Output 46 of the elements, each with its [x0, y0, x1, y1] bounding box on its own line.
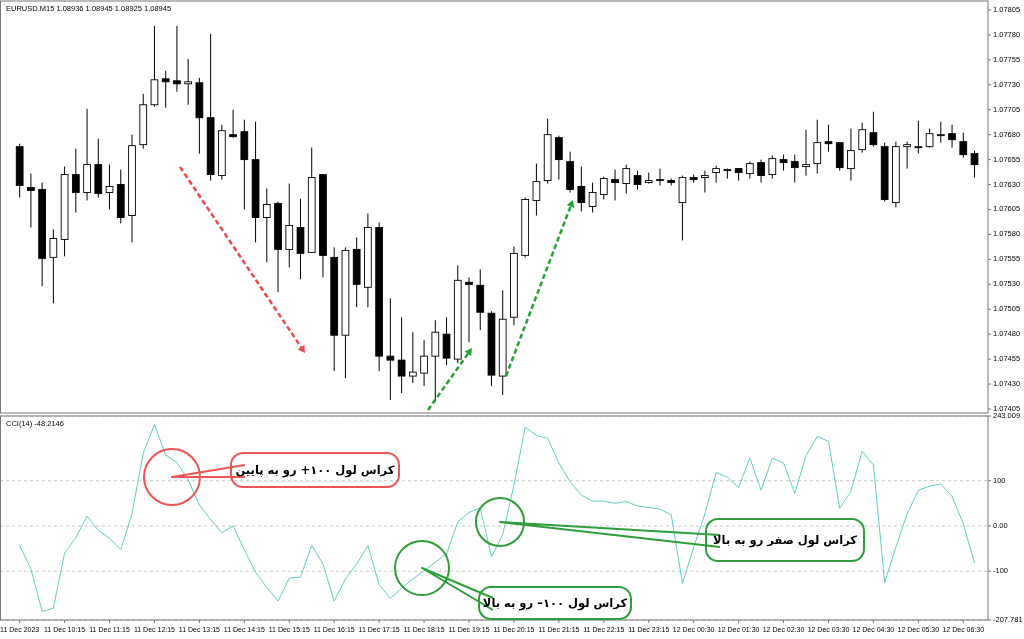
candlestick: [948, 124, 956, 149]
candlestick: [768, 155, 777, 180]
candlestick: [532, 163, 541, 216]
candlestick: [386, 297, 395, 401]
candlestick: [262, 188, 271, 263]
candlestick: [161, 70, 170, 109]
candlestick: [936, 121, 945, 144]
candlestick: [925, 128, 934, 149]
candlestick: [173, 25, 181, 93]
candlestick: [611, 169, 619, 202]
annotation: کراس لول ۱۰۰+ رو به پایین: [235, 462, 395, 478]
candlestick: [959, 132, 968, 159]
candlestick: [599, 176, 608, 201]
candlestick: [555, 135, 563, 181]
candlestick: [790, 154, 799, 184]
candlestick: [397, 316, 406, 394]
candlestick: [588, 182, 597, 213]
annotation: کراس لول ۱۰۰– رو به بالا: [482, 595, 628, 611]
candlestick: [757, 159, 765, 184]
annotation: کراس لول صفر رو به بالا: [713, 532, 858, 548]
candlestick: [712, 165, 720, 184]
candlestick: [420, 339, 428, 387]
candlestick: [701, 170, 709, 194]
candlestick: [903, 141, 911, 170]
candlestick: [442, 316, 451, 366]
candlestick: [184, 58, 193, 106]
candlestick: [858, 122, 867, 154]
candlestick: [229, 109, 237, 139]
candlestick: [802, 129, 810, 177]
candlestick: [869, 111, 878, 148]
candlestick: [824, 124, 833, 153]
candlestick: [49, 228, 58, 304]
candlestick: [27, 173, 35, 228]
candlestick: [847, 128, 855, 182]
candlestick: [656, 168, 664, 187]
candlestick: [633, 170, 642, 191]
candlestick: [465, 276, 473, 343]
candlestick: [408, 331, 417, 384]
candlestick: [970, 150, 979, 179]
candlestick: [622, 164, 631, 195]
candlestick: [813, 119, 822, 175]
candlestick: [105, 164, 114, 210]
candlestick: [577, 166, 586, 212]
candlestick: [71, 148, 80, 213]
candlestick: [914, 120, 923, 155]
candlestick: [285, 183, 294, 268]
